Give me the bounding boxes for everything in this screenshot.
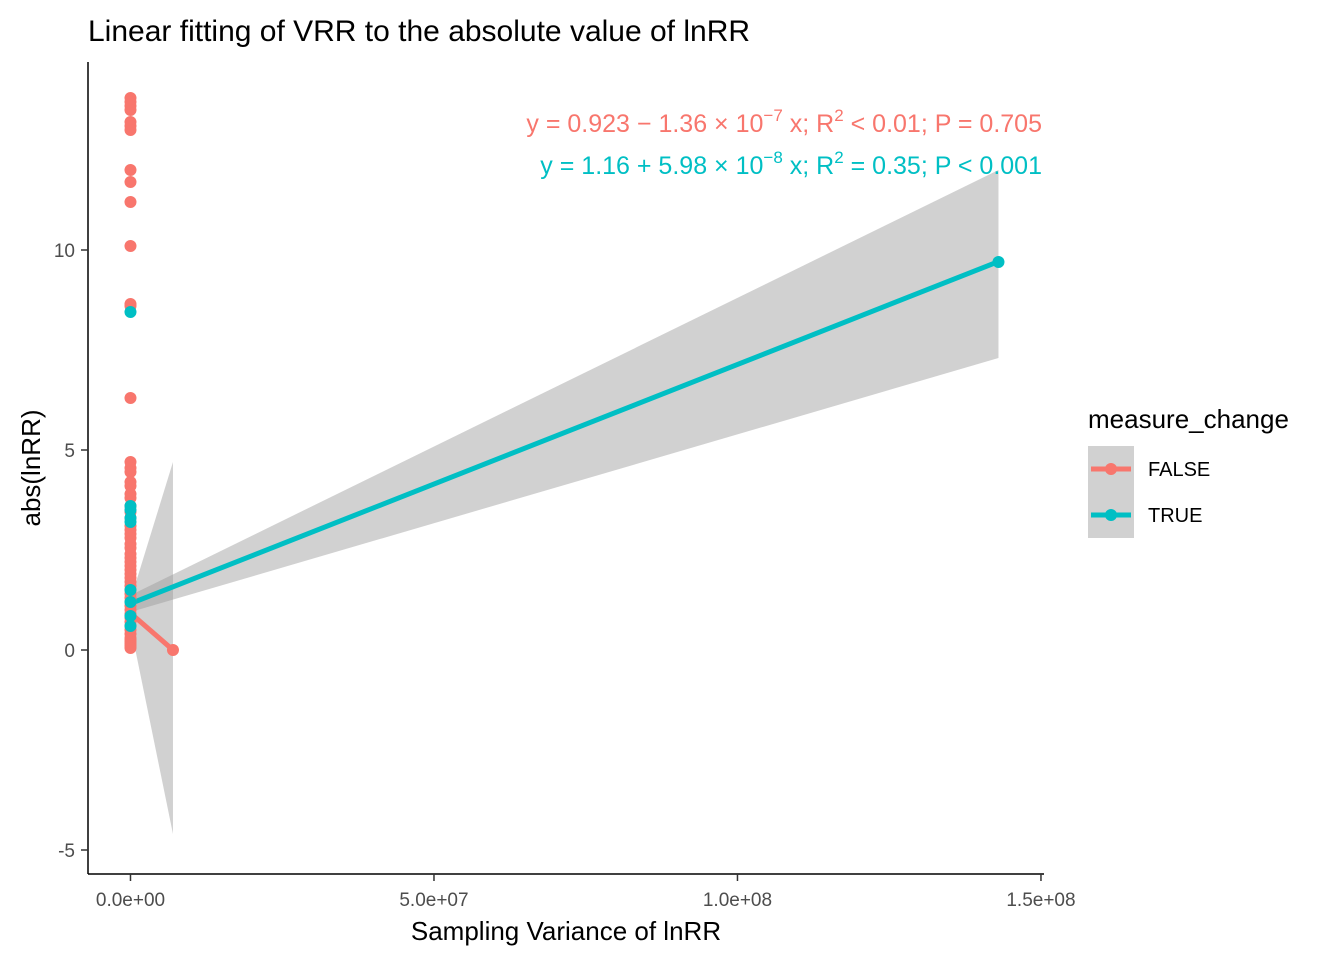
point-true [124,516,137,528]
equation-true: y = 1.16 + 5.98 × 10−8 x; R2 = 0.35; P <… [540,148,1042,180]
x-tick-label: 1.0e+08 [703,890,772,911]
y-axis-title: abs(lnRR) [16,409,46,526]
point-true [124,610,137,622]
point-false [124,176,137,188]
data-points [124,92,1005,656]
confidence-ribbons [130,170,999,834]
regression-equations: y = 0.923 − 1.36 × 10−7 x; R2 < 0.01; P … [526,106,1042,180]
point-false [124,466,137,478]
point-false [124,642,137,654]
legend-point-true [1105,509,1117,521]
y-tick-label: 5 [64,441,75,462]
point-true [124,596,137,608]
point-true [124,306,137,318]
point-false [124,164,137,176]
point-false [166,644,179,656]
legend-point-false [1105,463,1117,475]
y-tick-label: 10 [54,241,75,262]
y-ticks: -5 0 5 10 [54,241,88,862]
point-true [124,620,137,632]
x-ticks: 0.0e+00 5.0e+07 1.0e+08 1.5e+08 [96,874,1076,911]
point-false [124,392,137,404]
fit-lines [128,259,1000,652]
chart-title: Linear fitting of VRR to the absolute va… [88,15,750,48]
ribbon-true [130,170,999,612]
point-true [124,584,137,596]
fit-line-true [129,259,1000,606]
equation-false: y = 0.923 − 1.36 × 10−7 x; R2 < 0.01; P … [526,106,1042,138]
x-axis-title: Sampling Variance of lnRR [411,916,721,946]
x-tick-label: 0.0e+00 [96,890,165,911]
point-false [124,124,137,136]
fit-line-false [128,611,175,652]
x-tick-label: 5.0e+07 [399,890,468,911]
y-tick-label: -5 [58,841,75,862]
x-tick-label: 1.5e+08 [1006,890,1075,911]
legend-title: measure_change [1088,404,1289,434]
ribbon-false [130,462,173,834]
point-true [992,256,1005,268]
point-false [124,240,137,252]
y-tick-label: 0 [64,641,75,662]
point-false [124,104,137,116]
legend-label-true: TRUE [1148,505,1202,527]
legend-label-false: FALSE [1148,459,1210,481]
point-false [124,196,137,208]
legend: measure_change FALSE TRUE [1088,404,1289,538]
